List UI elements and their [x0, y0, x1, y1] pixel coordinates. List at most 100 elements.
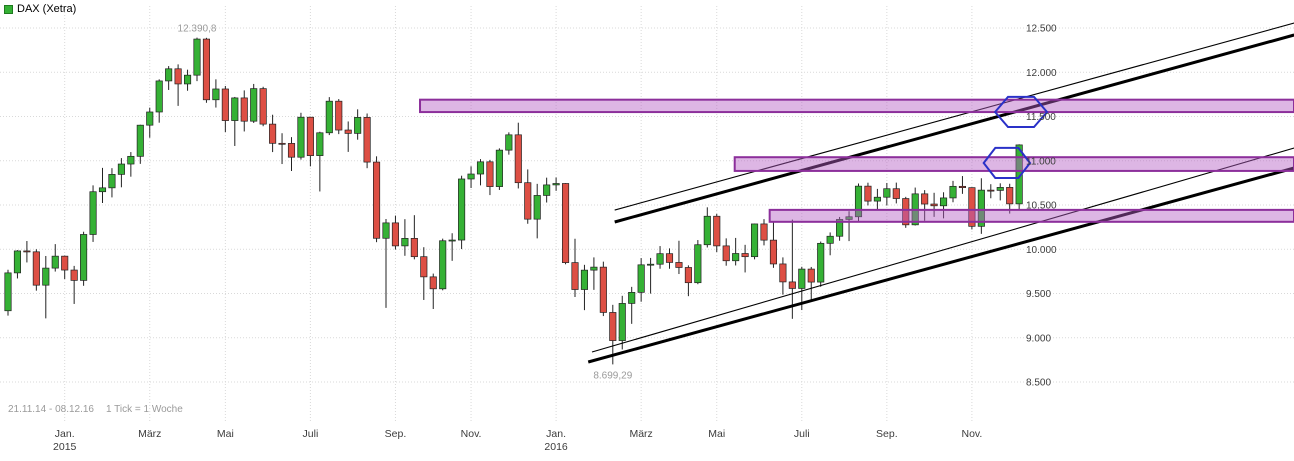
candle-bullish	[883, 188, 891, 198]
candle-bearish	[665, 253, 674, 263]
trend-line-thin	[591, 147, 1294, 353]
y-axis-label: 10.000	[1026, 245, 1057, 256]
candle-bullish	[590, 266, 598, 271]
candle-bearish	[240, 97, 248, 122]
candle-bullish	[580, 269, 589, 290]
candle-bearish	[769, 239, 778, 265]
candle-bullish	[297, 116, 305, 158]
x-axis-label: Mai	[708, 428, 725, 440]
candle-bearish	[921, 193, 929, 205]
candle-bearish	[571, 262, 579, 290]
candle-bullish	[873, 196, 881, 202]
candle-bullish	[798, 268, 806, 289]
candle-bearish	[70, 269, 78, 281]
candle-bullish	[354, 117, 362, 134]
candle-bullish	[231, 97, 239, 121]
candle-bearish	[202, 38, 211, 101]
candle-bullish	[193, 38, 201, 76]
candle-bearish	[278, 142, 286, 145]
candle-bearish	[524, 182, 532, 220]
candle-bearish	[713, 215, 721, 247]
candle-bearish	[561, 183, 570, 263]
candle-bullish	[939, 197, 948, 207]
candle-bullish	[458, 178, 466, 241]
price-zone	[768, 208, 1294, 223]
candle-bearish	[958, 185, 967, 189]
candle-bullish	[552, 183, 560, 186]
tick-interval-label: 1 Tick = 1 Woche	[106, 404, 183, 415]
x-axis-label: Jan.	[546, 428, 566, 440]
x-axis-label: Juli	[303, 428, 319, 440]
y-axis-label: 11.000	[1026, 156, 1056, 167]
candle-bullish	[89, 191, 97, 235]
candle-bearish	[344, 129, 352, 134]
candle-bearish	[892, 188, 900, 199]
candle-bearish	[221, 88, 229, 121]
candle-bullish	[42, 267, 50, 286]
candle-bullish	[694, 244, 702, 284]
candle-bearish	[1006, 187, 1014, 205]
candle-bullish	[98, 187, 107, 193]
candle-bullish	[977, 189, 985, 227]
candle-bullish	[184, 74, 192, 85]
candle-bearish	[373, 161, 381, 239]
trend-line-thin	[614, 22, 1294, 211]
hexagon-marker	[993, 95, 1049, 128]
candle-bullish	[146, 111, 154, 126]
trend-line-thick	[614, 33, 1294, 224]
candle-bearish	[363, 117, 371, 163]
candle-bearish	[609, 312, 617, 341]
x-axis-label: März	[629, 428, 652, 440]
candle-bearish	[486, 161, 494, 187]
candle-bullish	[13, 250, 22, 274]
candle-bearish	[779, 263, 787, 283]
candle-bullish	[543, 184, 551, 196]
candle-bearish	[429, 276, 437, 290]
x-axis-label: März	[138, 428, 161, 440]
candle-bearish	[684, 267, 692, 284]
candle-bearish	[410, 238, 418, 258]
x-axis-label: Nov.	[461, 428, 482, 440]
candle-bullish	[836, 219, 844, 237]
candle-bearish	[174, 68, 182, 85]
y-axis-label: 9.000	[1026, 333, 1051, 344]
candle-bullish	[80, 234, 88, 281]
y-axis-label: 9.500	[1026, 289, 1051, 300]
candle-bearish	[306, 116, 314, 156]
candle-bearish	[987, 189, 995, 192]
candle-bearish	[269, 123, 277, 144]
candle-bearish	[675, 262, 683, 268]
candle-bullish	[155, 80, 163, 113]
candle-bearish	[864, 185, 872, 202]
candle-bearish	[760, 223, 768, 241]
candle-bearish	[335, 100, 343, 131]
candle-bearish	[61, 255, 69, 271]
candle-bullish	[448, 239, 456, 242]
chart-legend: DAX (Xetra)	[4, 3, 76, 15]
candle-bullish	[647, 263, 655, 266]
candle-bullish	[750, 223, 759, 258]
candle-bearish	[32, 251, 40, 286]
candle-bearish	[741, 253, 749, 258]
trend-line-thick	[587, 166, 1294, 364]
candle-bullish	[127, 155, 135, 165]
y-axis-label: 12.000	[1026, 68, 1057, 79]
hexagon-marker	[982, 146, 1032, 179]
candle-bearish	[930, 203, 938, 207]
candle-bullish	[212, 88, 220, 101]
candle-bullish	[316, 132, 324, 156]
candle-bearish	[391, 222, 400, 247]
candle-bearish	[259, 88, 267, 125]
candle-bullish	[949, 185, 957, 199]
candle-bearish	[902, 198, 910, 226]
price-zone	[733, 156, 1294, 172]
candle-bullish	[401, 238, 409, 247]
x-axis-label: Sep.	[876, 428, 898, 440]
candle-bearish	[514, 134, 522, 184]
candle-bullish	[826, 235, 834, 244]
candle-bullish	[637, 264, 645, 293]
series-marker-icon	[4, 4, 13, 14]
x-axis-label: Sep.	[385, 428, 407, 440]
